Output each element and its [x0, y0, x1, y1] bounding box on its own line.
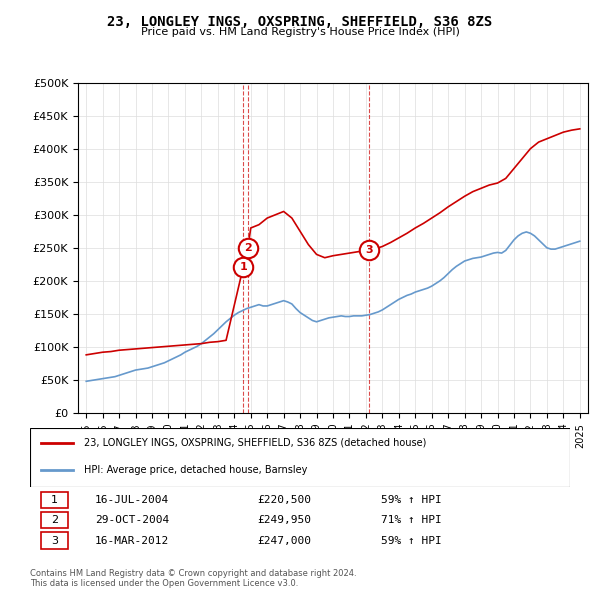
- FancyBboxPatch shape: [41, 491, 68, 508]
- Text: 59% ↑ HPI: 59% ↑ HPI: [381, 495, 442, 505]
- Text: 3: 3: [365, 245, 373, 255]
- Text: 1: 1: [51, 495, 58, 505]
- Text: 3: 3: [51, 536, 58, 546]
- FancyBboxPatch shape: [41, 532, 68, 549]
- Text: 1: 1: [239, 263, 247, 273]
- Text: 2: 2: [244, 243, 252, 253]
- Text: Price paid vs. HM Land Registry's House Price Index (HPI): Price paid vs. HM Land Registry's House …: [140, 27, 460, 37]
- FancyBboxPatch shape: [30, 428, 570, 487]
- Text: This data is licensed under the Open Government Licence v3.0.: This data is licensed under the Open Gov…: [30, 579, 298, 588]
- Text: 16-JUL-2004: 16-JUL-2004: [95, 495, 169, 505]
- Text: £247,000: £247,000: [257, 536, 311, 546]
- Text: 71% ↑ HPI: 71% ↑ HPI: [381, 515, 442, 525]
- Text: 23, LONGLEY INGS, OXSPRING, SHEFFIELD, S36 8ZS (detached house): 23, LONGLEY INGS, OXSPRING, SHEFFIELD, S…: [84, 438, 427, 447]
- FancyBboxPatch shape: [41, 512, 68, 529]
- Text: 23, LONGLEY INGS, OXSPRING, SHEFFIELD, S36 8ZS: 23, LONGLEY INGS, OXSPRING, SHEFFIELD, S…: [107, 15, 493, 29]
- Text: 2: 2: [51, 515, 58, 525]
- Text: 29-OCT-2004: 29-OCT-2004: [95, 515, 169, 525]
- Text: £220,500: £220,500: [257, 495, 311, 505]
- Text: HPI: Average price, detached house, Barnsley: HPI: Average price, detached house, Barn…: [84, 466, 307, 475]
- Text: £249,950: £249,950: [257, 515, 311, 525]
- Text: 59% ↑ HPI: 59% ↑ HPI: [381, 536, 442, 546]
- Text: Contains HM Land Registry data © Crown copyright and database right 2024.: Contains HM Land Registry data © Crown c…: [30, 569, 356, 578]
- Text: 16-MAR-2012: 16-MAR-2012: [95, 536, 169, 546]
